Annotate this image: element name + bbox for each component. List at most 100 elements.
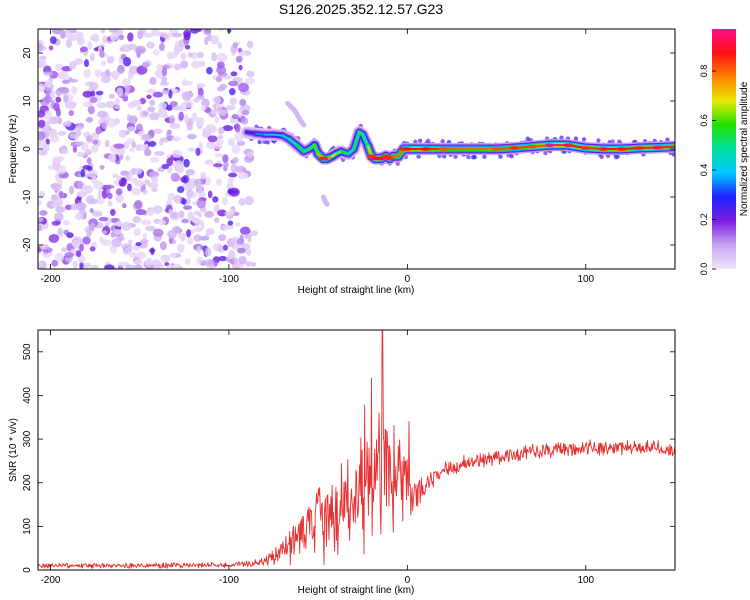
spectrogram-x-label: Height of straight line (km) bbox=[298, 285, 415, 296]
noise-blob bbox=[95, 126, 103, 135]
noise-blob bbox=[170, 172, 180, 182]
noise-blob bbox=[54, 252, 65, 262]
noise-blob bbox=[57, 130, 67, 136]
noise-blob bbox=[127, 239, 133, 245]
noise-blob bbox=[175, 40, 180, 48]
noise-blob bbox=[122, 203, 127, 209]
noise-blob bbox=[184, 258, 191, 266]
noise-blob bbox=[84, 149, 92, 156]
noise-blob bbox=[48, 45, 54, 51]
noise-blob bbox=[87, 169, 98, 178]
x-tick-label: 100 bbox=[577, 274, 594, 285]
noise-blob bbox=[203, 259, 215, 267]
noise-blob bbox=[106, 192, 113, 200]
noise-blob bbox=[238, 198, 246, 206]
signal-hotspot bbox=[634, 146, 645, 150]
noise-blob bbox=[207, 135, 218, 143]
noise-blob bbox=[104, 264, 115, 269]
noise-blob bbox=[176, 243, 185, 254]
noise-blob bbox=[187, 237, 194, 245]
noise-blob bbox=[204, 247, 212, 257]
noise-blob bbox=[151, 259, 162, 269]
noise-blob bbox=[167, 192, 176, 201]
noise-blob bbox=[74, 133, 79, 142]
noise-blob bbox=[142, 111, 149, 117]
noise-blob bbox=[143, 32, 154, 38]
noise-blob bbox=[197, 51, 204, 59]
noise-blob bbox=[206, 66, 213, 75]
noise-blob bbox=[112, 173, 119, 179]
noise-blob bbox=[82, 236, 91, 245]
noise-blob bbox=[227, 137, 235, 147]
noise-blob bbox=[187, 211, 194, 221]
noise-blob bbox=[80, 169, 86, 178]
y-tick-label: -20 bbox=[22, 237, 33, 252]
noise-blob bbox=[89, 81, 99, 91]
noise-blob bbox=[196, 245, 201, 254]
spectrogram-x-ticks: -200 -100 0 100 bbox=[40, 29, 595, 285]
colorbar-tick-label: 0.4 bbox=[699, 164, 709, 177]
noise-blob bbox=[105, 118, 117, 128]
noise-blob bbox=[94, 69, 103, 78]
noise-blob bbox=[148, 171, 160, 178]
noise-blob bbox=[152, 49, 160, 56]
noise-blob bbox=[154, 150, 165, 157]
noise-blob bbox=[113, 104, 121, 110]
noise-blob bbox=[83, 68, 91, 78]
noise-blob bbox=[238, 64, 243, 71]
noise-blob bbox=[90, 144, 99, 153]
noise-blob bbox=[222, 154, 229, 164]
noise-blob bbox=[69, 185, 74, 195]
noise-blob bbox=[97, 110, 107, 118]
noise-blob bbox=[38, 130, 46, 141]
noise-blob bbox=[122, 141, 130, 149]
noise-blob bbox=[137, 130, 144, 137]
noise-blob bbox=[49, 36, 57, 45]
noise-blob bbox=[39, 190, 46, 198]
noise-blob bbox=[76, 190, 88, 198]
noise-blob bbox=[87, 40, 93, 50]
noise-blob bbox=[168, 209, 173, 216]
signal-halo-dot bbox=[615, 154, 620, 159]
noise-blob bbox=[103, 184, 115, 189]
noise-blob bbox=[118, 34, 125, 41]
snr-y-label: SNR (10 * v/v) bbox=[8, 418, 19, 482]
noise-blob bbox=[204, 36, 209, 46]
noise-blob bbox=[82, 101, 93, 108]
noise-blob bbox=[101, 121, 108, 130]
noise-blob bbox=[212, 163, 223, 168]
signal-halo-dot bbox=[599, 154, 604, 160]
signal-segment bbox=[288, 138, 298, 147]
noise-blob bbox=[128, 169, 134, 178]
noise-blob bbox=[61, 149, 69, 154]
noise-blob bbox=[127, 32, 134, 42]
noise-blob bbox=[39, 210, 48, 216]
noise-blob bbox=[238, 51, 246, 57]
noise-blob bbox=[86, 157, 92, 165]
noise-blob bbox=[214, 115, 220, 124]
noise-blob bbox=[92, 139, 99, 145]
signal-segment bbox=[254, 132, 266, 136]
signal-hotspot bbox=[384, 156, 395, 161]
noise-blob bbox=[215, 103, 223, 112]
noise-blob bbox=[131, 141, 136, 149]
noise-blob bbox=[62, 220, 71, 226]
noise-blob bbox=[146, 41, 156, 49]
noise-blob bbox=[231, 113, 239, 120]
noise-blob bbox=[228, 249, 235, 259]
noise-blob bbox=[169, 101, 178, 107]
noise-blob bbox=[196, 82, 206, 88]
noise-blob bbox=[214, 152, 223, 158]
noise-blob bbox=[246, 151, 254, 158]
noise-blob bbox=[244, 196, 254, 206]
signal-hotspot bbox=[580, 146, 591, 150]
snr-x-label: Height of straight line (km) bbox=[298, 585, 415, 596]
noise-blob bbox=[152, 205, 163, 214]
noise-blob bbox=[70, 85, 78, 95]
noise-blob bbox=[178, 111, 184, 121]
noise-blob bbox=[120, 221, 132, 231]
noise-blob bbox=[96, 195, 105, 205]
noise-blob bbox=[135, 251, 147, 260]
noise-blob bbox=[183, 31, 191, 41]
noise-blob bbox=[55, 206, 66, 213]
